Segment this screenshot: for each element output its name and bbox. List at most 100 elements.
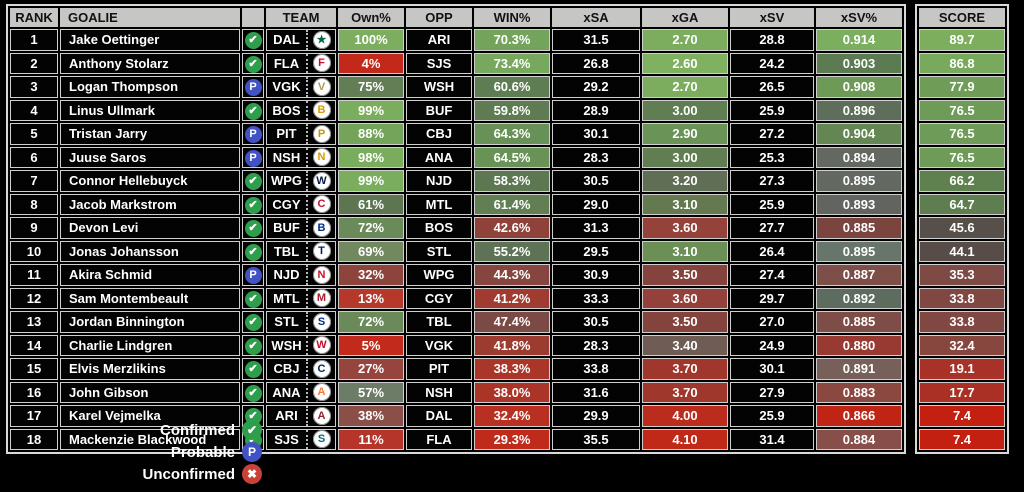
probable-p-circle-icon: P: [244, 79, 262, 97]
rank-cell: 1: [10, 29, 58, 51]
opponent-cell: CGY: [406, 287, 472, 309]
team-logo-divider: C: [306, 194, 335, 214]
status-cell: P: [242, 146, 264, 168]
score-row: 64.7: [919, 193, 1005, 215]
score-row: 66.2: [919, 170, 1005, 192]
win-pct-cell: 61.4%: [474, 193, 550, 215]
column-header-score: SCORE: [919, 8, 1005, 27]
score-row: 33.8: [919, 311, 1005, 333]
team-logo-icon: M: [312, 289, 331, 308]
xsv-cell: 27.2: [730, 123, 814, 145]
opponent-cell: WSH: [406, 76, 472, 98]
win-pct-cell: 38.0%: [474, 381, 550, 403]
table-row: 10 Jonas Johansson ✔ TBL T 69% STL 55.2% 29.5 3.1…: [10, 240, 902, 262]
table-row: 9 Devon Levi ✔ BUF B 72% BOS 42.6% 31.3 3.60 27.7 0…: [10, 217, 902, 239]
column-header-opp: OPP: [406, 8, 472, 27]
check-circle-icon: ✔: [244, 337, 262, 355]
team-logo-divider: C: [306, 359, 335, 379]
table-row: 8 Jacob Markstrom ✔ CGY C 61% MTL 61.4% 29.0 3.10…: [10, 193, 902, 215]
own-pct-cell: 38%: [338, 405, 404, 427]
score-row: 35.3: [919, 264, 1005, 286]
xsv-cell: 28.8: [730, 29, 814, 51]
win-pct-cell: 58.3%: [474, 170, 550, 192]
goalie-name-cell: Connor Hellebuyck: [60, 170, 240, 192]
score-row: 7.4: [919, 428, 1005, 450]
xsv-cell: 24.9: [730, 334, 814, 356]
rank-cell: 15: [10, 358, 58, 380]
xga-cell: 3.50: [642, 311, 728, 333]
score-row: 32.4: [919, 334, 1005, 356]
rank-cell: 11: [10, 264, 58, 286]
check-circle-icon: ✔: [244, 384, 262, 402]
xga-cell: 3.60: [642, 287, 728, 309]
team-logo-divider: W: [306, 171, 335, 191]
xsv-cell: 27.7: [730, 217, 814, 239]
own-pct-cell: 72%: [338, 217, 404, 239]
rank-cell: 2: [10, 52, 58, 74]
goalie-name-cell: Mackenzie Blackwood: [60, 428, 240, 450]
legend-label-unconfirmed: Unconfirmed: [142, 465, 235, 483]
team-logo-icon: W: [312, 171, 331, 190]
team-logo-divider: N: [306, 147, 335, 167]
team-logo-divider: A: [306, 406, 335, 426]
xsv-cell: 27.3: [730, 170, 814, 192]
score-table: SCORE 89.7 86.8 77.9 76.5 76.5 76.5 66.2 64.7 45…: [915, 4, 1009, 454]
legend-item-unconfirmed: Unconfirmed ✖: [96, 463, 262, 485]
team-cell: WPG W: [266, 170, 336, 192]
score-cell: 64.7: [919, 193, 1005, 215]
own-pct-cell: 5%: [338, 334, 404, 356]
table-row: 17 Karel Vejmelka ✔ ARI A 38% DAL 32.4% 29.9 4.00…: [10, 405, 902, 427]
rank-cell: 17: [10, 405, 58, 427]
xsv-cell: 25.9: [730, 99, 814, 121]
column-header-xsa: xSA: [552, 8, 640, 27]
own-pct-cell: 100%: [338, 29, 404, 51]
table-row: 2 Anthony Stolarz ✔ FLA F 4% SJS 73.4% 26.8 2.60 2…: [10, 52, 902, 74]
xsa-cell: 35.5: [552, 428, 640, 450]
opponent-cell: VGK: [406, 334, 472, 356]
team-logo-divider: P: [306, 124, 335, 144]
team-abbreviation: BUF: [273, 220, 300, 235]
legend-label-probable: Probable: [170, 443, 235, 461]
xsv-cell: 26.5: [730, 76, 814, 98]
status-cell: P: [242, 76, 264, 98]
team-cell: ARI A: [266, 405, 336, 427]
xsa-cell: 29.2: [552, 76, 640, 98]
own-pct-cell: 11%: [338, 428, 404, 450]
own-pct-cell: 27%: [338, 358, 404, 380]
score-row: 76.5: [919, 146, 1005, 168]
team-cell: DAL ★: [266, 29, 336, 51]
status-cell: ✔: [242, 29, 264, 51]
status-cell: ✔: [242, 334, 264, 356]
opponent-cell: STL: [406, 240, 472, 262]
team-cell: WSH W: [266, 334, 336, 356]
goalie-name-cell: Jacob Markstrom: [60, 193, 240, 215]
own-pct-cell: 57%: [338, 381, 404, 403]
win-pct-cell: 64.3%: [474, 123, 550, 145]
xga-cell: 2.60: [642, 52, 728, 74]
score-row: 45.6: [919, 217, 1005, 239]
score-cell: 66.2: [919, 170, 1005, 192]
table-row: 4 Linus Ullmark ✔ BOS B 99% BUF 59.8% 28.9 3.00 25…: [10, 99, 902, 121]
xsv-cell: 24.2: [730, 52, 814, 74]
xsv-cell: 30.1: [730, 358, 814, 380]
score-cell: 33.8: [919, 311, 1005, 333]
team-cell: ANA A: [266, 381, 336, 403]
team-cell: NSH N: [266, 146, 336, 168]
legend-item-probable: Probable P: [96, 441, 262, 463]
win-pct-cell: 42.6%: [474, 217, 550, 239]
team-cell: BUF B: [266, 217, 336, 239]
rank-cell: 18: [10, 428, 58, 450]
xsv-pct-cell: 0.884: [816, 428, 902, 450]
column-header-goalie: GOALIE: [60, 8, 240, 27]
status-cell: ✔: [242, 217, 264, 239]
xga-cell: 3.60: [642, 217, 728, 239]
column-header-xsv: xSV: [730, 8, 814, 27]
team-logo-divider: F: [306, 53, 335, 73]
goalie-name-cell: John Gibson: [60, 381, 240, 403]
goalie-name-cell: Tristan Jarry: [60, 123, 240, 145]
status-cell: ✔: [242, 240, 264, 262]
team-logo-icon: T: [312, 242, 331, 261]
table-row: 15 Elvis Merzlikins ✔ CBJ C 27% PIT 38.3% 33.8 3.…: [10, 358, 902, 380]
xsv-pct-cell: 0.908: [816, 76, 902, 98]
own-pct-cell: 61%: [338, 193, 404, 215]
